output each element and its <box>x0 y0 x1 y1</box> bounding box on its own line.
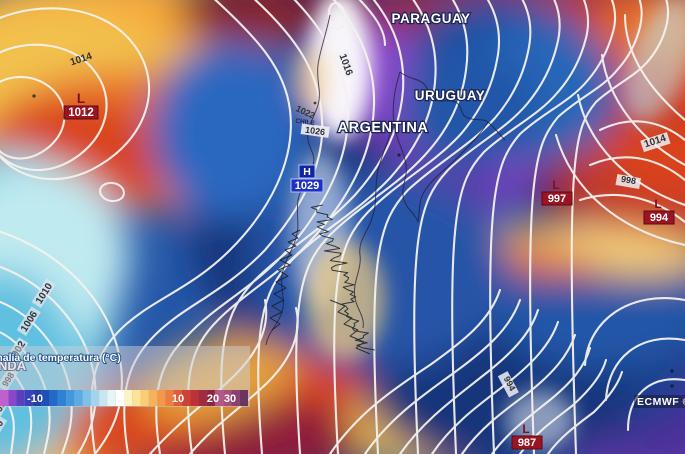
svg-text:30: 30 <box>224 393 236 405</box>
svg-text:10: 10 <box>172 393 184 405</box>
svg-text:L: L <box>77 91 85 106</box>
svg-text:URUGUAY: URUGUAY <box>415 88 486 103</box>
svg-text:ARGENTINA: ARGENTINA <box>338 120 429 136</box>
svg-text:20: 20 <box>207 393 219 405</box>
svg-text:994: 994 <box>650 212 669 224</box>
svg-text:1029: 1029 <box>295 180 319 192</box>
svg-text:0: 0 <box>117 393 123 405</box>
svg-text:997: 997 <box>548 193 566 205</box>
svg-text:H: H <box>303 166 311 178</box>
svg-text:L: L <box>654 197 661 211</box>
svg-text:L: L <box>552 178 559 192</box>
svg-text:987: 987 <box>518 437 536 449</box>
svg-text:ECMWF © 2: ECMWF © 2 <box>637 396 685 408</box>
svg-text:PARAGUAY: PARAGUAY <box>391 11 470 26</box>
svg-text:Anomalía de temperatura (°C): Anomalía de temperatura (°C) <box>0 352 121 364</box>
svg-text:L: L <box>522 422 529 436</box>
svg-text:-10: -10 <box>27 393 43 405</box>
svg-text:1012: 1012 <box>68 107 94 119</box>
